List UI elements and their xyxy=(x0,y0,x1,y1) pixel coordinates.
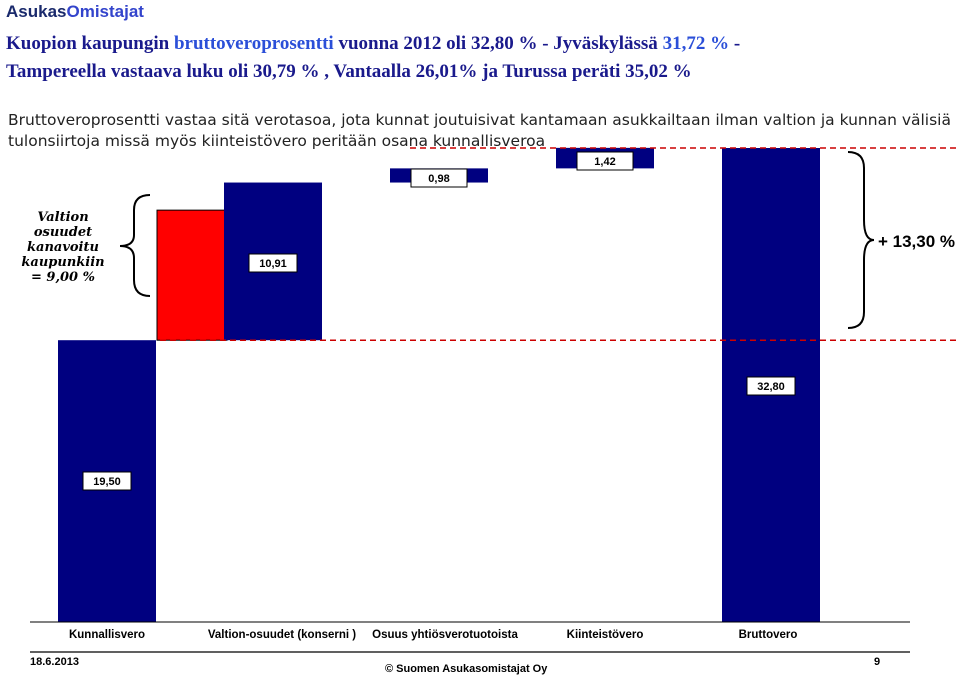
value-label-3: 0,98 xyxy=(428,173,449,185)
x-tick-label-5: Bruttovero xyxy=(739,629,798,641)
subtitle: Bruttoveroprosentti vastaa sitä verotaso… xyxy=(8,111,951,150)
side-label: Valtion osuudet kanavoitu kaupunkiin = 9… xyxy=(18,210,108,285)
brand-part2: Omistajat xyxy=(66,2,144,21)
value-label-box-5 xyxy=(746,376,796,396)
title-part-4: 31,72 % xyxy=(662,33,730,54)
brand-logo: AsukasOmistajat xyxy=(6,2,144,22)
x-tick-label-2: Valtion-osuudet (konserni ) xyxy=(208,629,356,641)
value-label-1: 19,50 xyxy=(93,476,121,488)
page-title: Kuopion kaupungin bruttoveroprosentti vu… xyxy=(6,30,951,86)
side-label-line-5: = 9,00 % xyxy=(31,270,95,285)
side-label-line-2: osuudet xyxy=(33,225,93,240)
left-brace xyxy=(119,194,151,297)
title-part-2: bruttoveroprosentti xyxy=(173,33,334,54)
side-label-line-3: kanavoitu xyxy=(27,240,99,255)
plus-label: + 13,30 % xyxy=(878,232,956,251)
footer-copyright: © Suomen Asukasomistajat Oy xyxy=(385,663,548,675)
footer-date: 18.6.2013 xyxy=(30,656,79,668)
x-tick-label-3: Osuus yhtiösverotuotoista xyxy=(372,629,518,641)
title-part-5: - xyxy=(729,33,741,54)
value-label-5: 32,80 xyxy=(757,381,785,393)
side-label-line-4: kaupunkiin xyxy=(21,255,105,270)
x-tick-label-1: Kunnallisvero xyxy=(69,629,145,641)
title-part-3: vuonna 2012 oli 32,80 % - Jyväskylässä xyxy=(333,33,663,54)
x-tick-label-4: Kiinteistövero xyxy=(567,629,644,641)
side-label-line-1: Valtion xyxy=(37,210,89,225)
right-brace xyxy=(847,151,875,329)
value-label-box-2 xyxy=(248,253,298,273)
footer-page-number: 9 xyxy=(874,656,881,668)
value-label-box-1 xyxy=(82,471,132,491)
red-segment xyxy=(156,209,228,341)
value-label-box-3 xyxy=(410,168,468,188)
brand-part1: Asukas xyxy=(6,2,67,21)
value-label-4: 1,42 xyxy=(594,156,615,168)
value-label-box-4 xyxy=(576,151,634,171)
title-line-2: Tampereella vastaava luku oli 30,79 % , … xyxy=(6,61,692,82)
value-label-2: 10,91 xyxy=(259,258,287,270)
title-part-1: Kuopion kaupungin xyxy=(6,33,174,54)
